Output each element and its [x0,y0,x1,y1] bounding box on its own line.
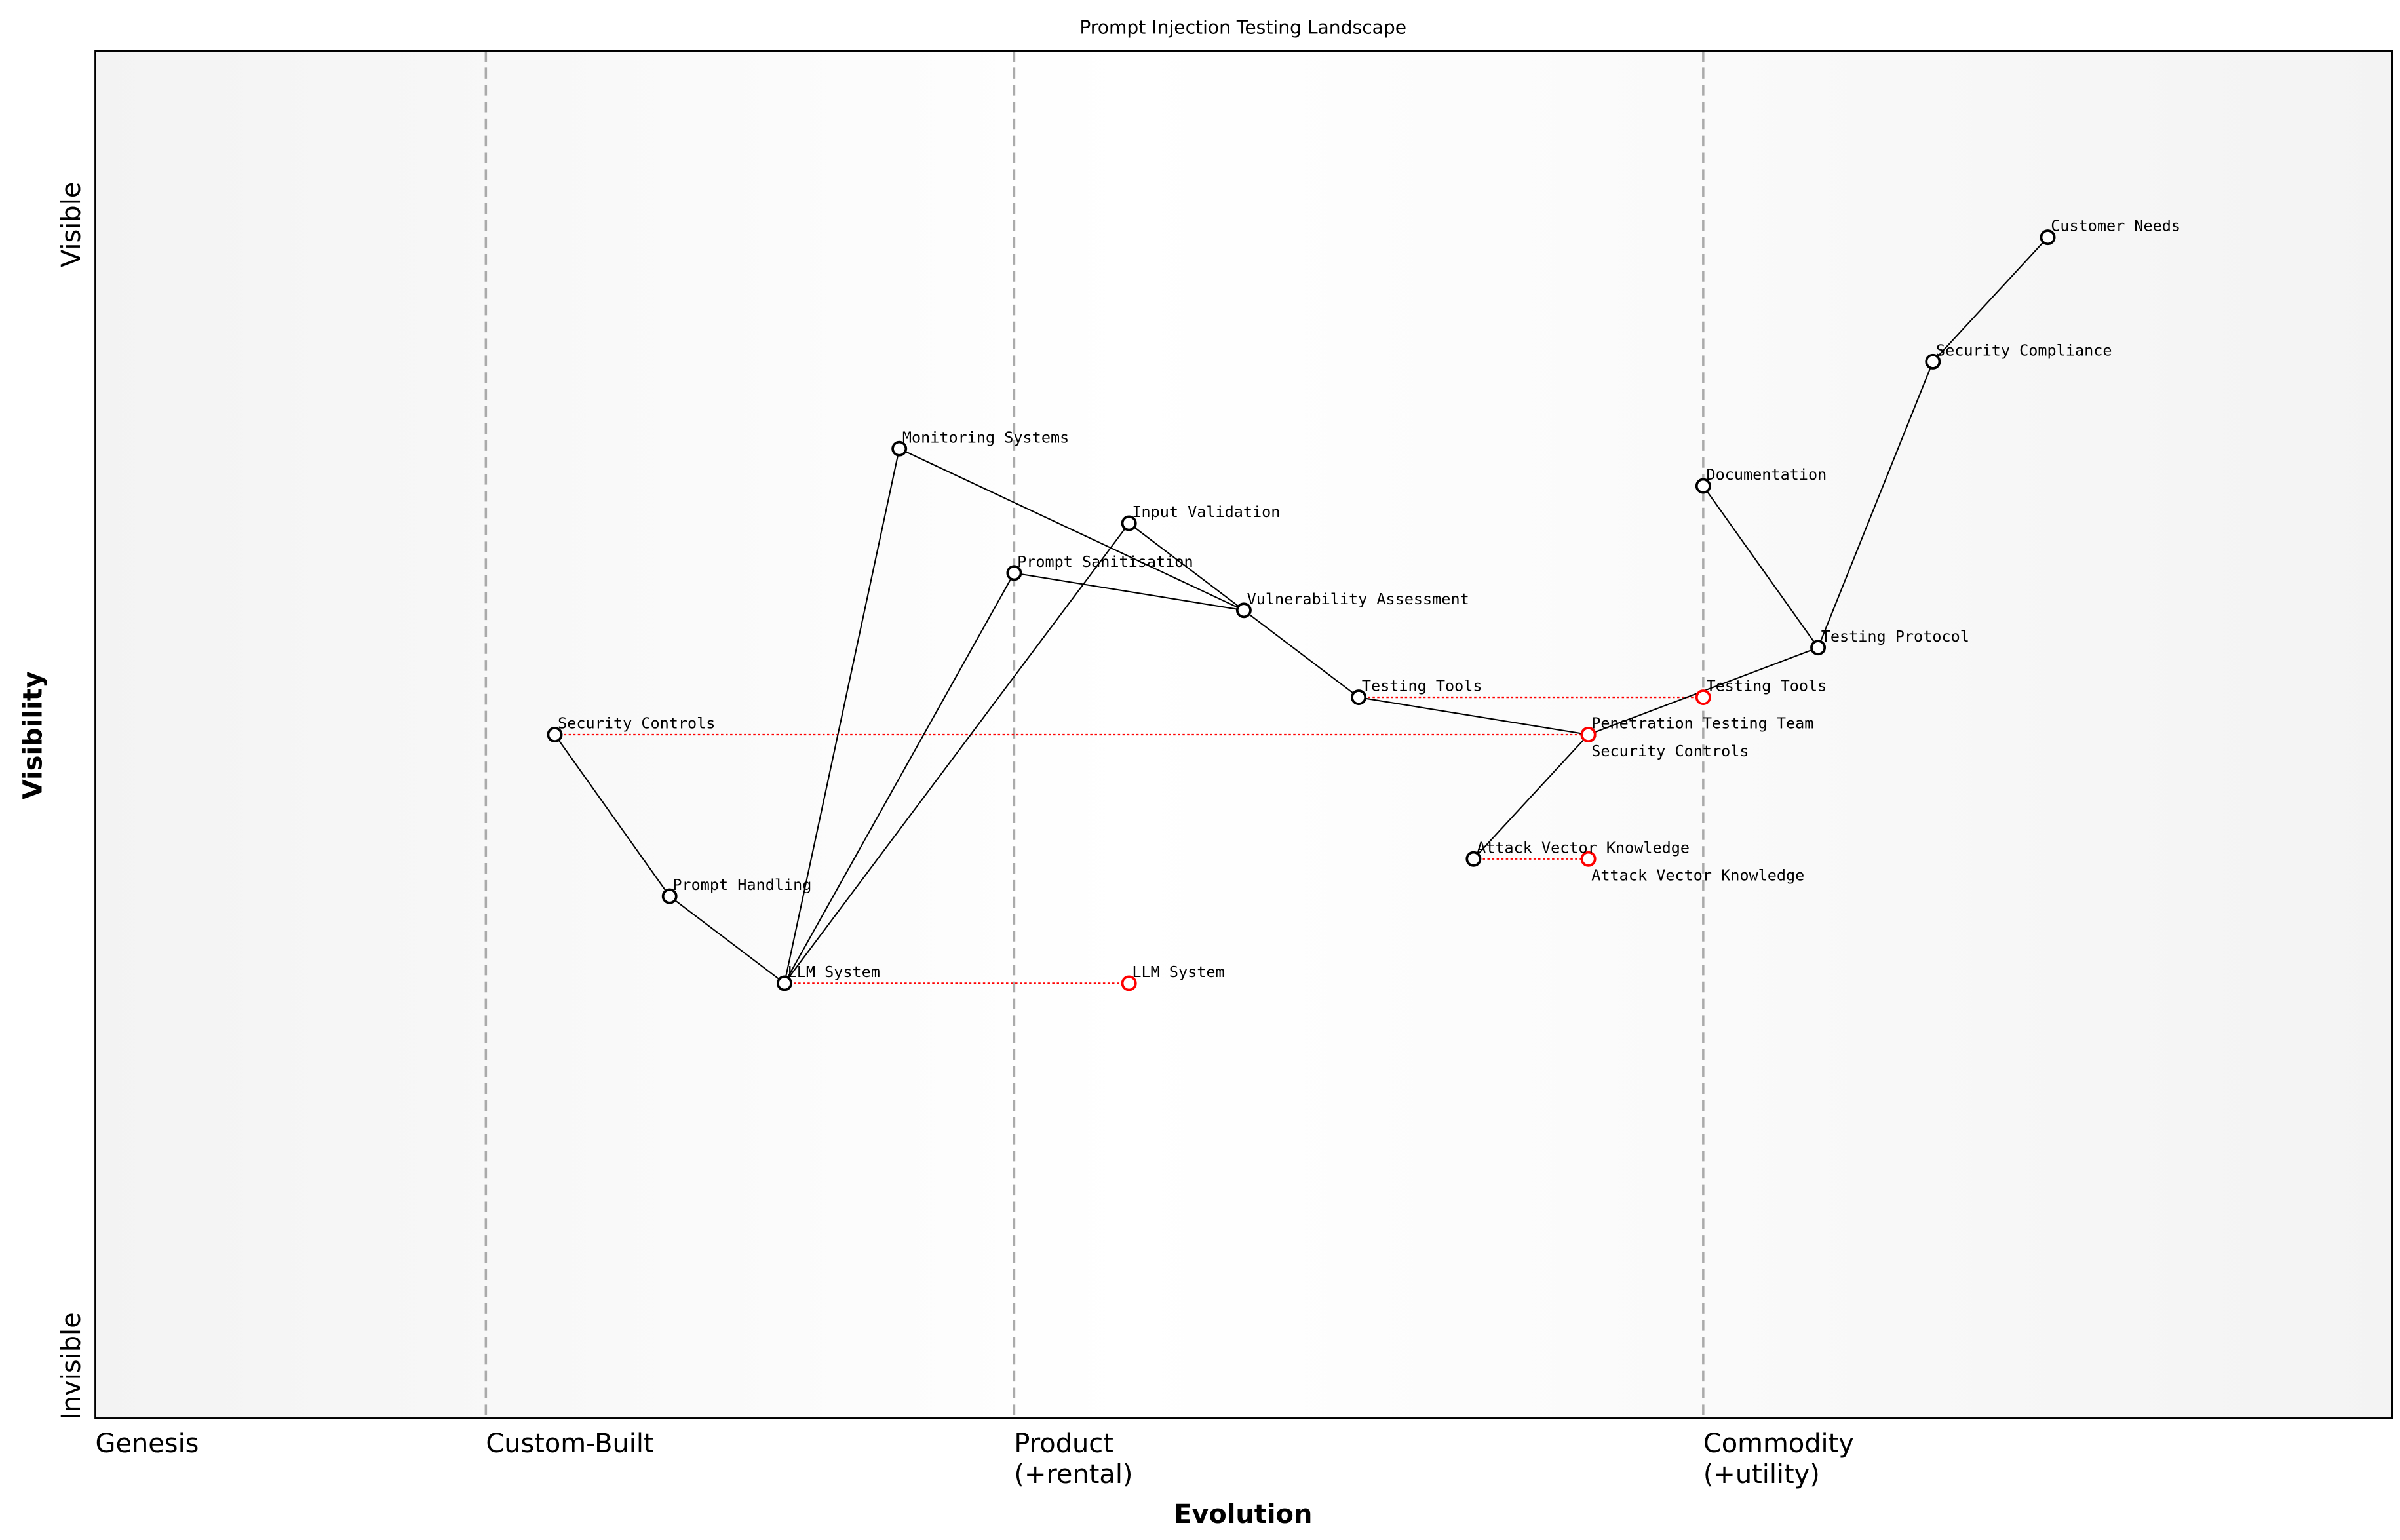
component-label: Monitoring Systems [902,428,1069,446]
plot-frame [94,50,2393,1419]
evolved-component-point [1580,851,1597,867]
component-label: Testing Tools [1362,677,1482,695]
component-label: Documentation [1707,465,1827,484]
evolved-component-point [1121,975,1137,991]
component-point [891,440,908,457]
evolved-component-label: Attack Vector Knowledge [1591,866,1804,885]
component-label: LLM System [788,963,880,981]
evolved-component-point [1695,689,1711,706]
dependency-link [1817,361,1934,648]
component-point [2040,229,2056,246]
y-tick-visible: Visible [56,182,87,267]
dependency-link [669,895,785,984]
component-point [1925,353,1941,370]
component-label: Security Compliance [1936,341,2112,359]
dependency-link [1932,237,2049,362]
evolved-component-label: Security Controls [1591,742,1749,760]
component-point [776,975,792,991]
dependency-link [1129,522,1245,611]
chart-title: Prompt Injection Testing Landscape [1079,17,1406,39]
component-point [1351,689,1367,706]
component-point [1810,640,1827,656]
evolved-component-label: Testing Tools [1707,677,1827,695]
component-label: Attack Vector Knowledge [1477,838,1690,857]
stage-label: Product (+rental) [1014,1429,1132,1490]
component-point [1121,515,1137,531]
component-label: Security Controls [558,714,715,733]
x-axis-label: Evolution [1174,1499,1312,1530]
y-tick-invisible: Invisible [56,1312,87,1420]
evolved-component-point [1580,727,1597,742]
dependency-link [783,448,900,984]
dependency-link [899,448,1245,611]
evolved-component-label: LLM System [1132,963,1224,981]
y-axis-label: Visibility [18,671,48,799]
dependency-link [1473,734,1589,860]
component-point [1006,565,1022,581]
stage-label: Commodity (+utility) [1703,1429,1854,1490]
dependency-link [1358,697,1589,736]
component-label: Customer Needs [2051,217,2180,235]
component-label: Prompt Sanitisation [1017,552,1193,571]
component-point [661,888,678,904]
component-point [1465,851,1482,867]
component-label: Testing Protocol [1821,627,1969,645]
component-label: Input Validation [1132,503,1280,521]
component-label: Prompt Handling [672,876,811,894]
component-label: Penetration Testing Team [1591,714,1813,733]
stage-label: Genesis [96,1429,199,1459]
dependency-link [1014,572,1245,611]
dependency-link [784,572,1015,984]
component-point [1695,478,1711,494]
stage-label: Custom-Built [486,1429,653,1459]
dependency-link [554,734,670,897]
component-label: Vulnerability Assessment [1247,590,1469,608]
component-point [547,727,563,742]
dependency-link [1243,609,1359,698]
dependency-link [784,522,1130,984]
dependency-link [1702,485,1819,648]
component-point [1235,602,1252,619]
